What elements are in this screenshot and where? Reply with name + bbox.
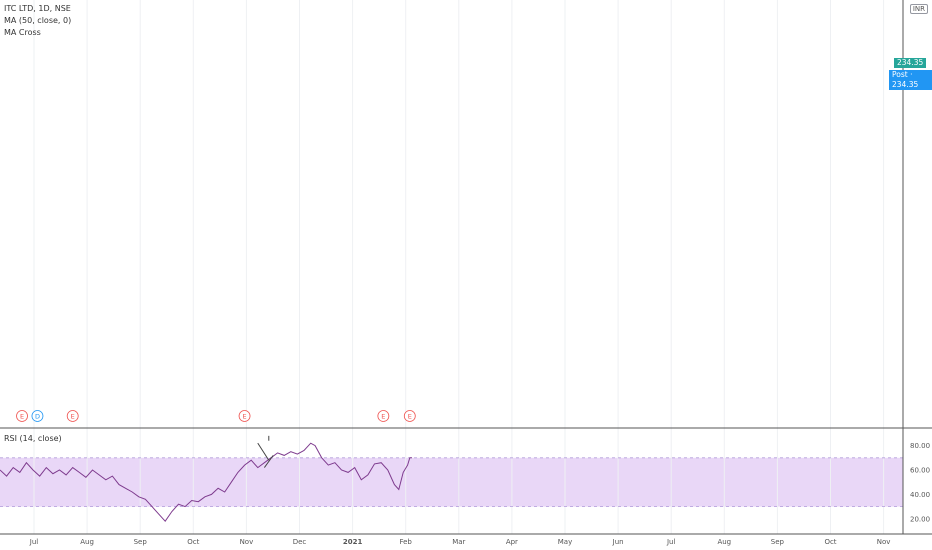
month-tick-label: May (558, 538, 572, 546)
month-tick-label: Jun (612, 538, 624, 546)
month-tick-label: Aug (80, 538, 94, 546)
month-tick-label: Aug (717, 538, 731, 546)
event-marker[interactable] (16, 410, 28, 422)
rsi-tick-label: 20.00 (910, 515, 930, 523)
event-marker-label: E (243, 413, 247, 421)
month-tick-label: Jul (29, 538, 39, 546)
event-marker[interactable] (403, 410, 416, 422)
month-tick-label: Jul (666, 538, 676, 546)
event-marker[interactable] (66, 410, 79, 422)
rsi-tick-label: 60.00 (910, 467, 930, 475)
currency-badge: INR (909, 4, 928, 14)
rsi-band (0, 457, 903, 507)
event-marker[interactable] (238, 410, 251, 422)
month-tick-label: Mar (452, 538, 465, 546)
month-tick-label: 2021 (343, 538, 363, 546)
month-tick-label: Sep (771, 538, 785, 546)
rsi-legend[interactable]: RSI (14, close) (4, 434, 62, 443)
last-price-tag: 234.35 (894, 58, 927, 68)
rsi-annotation-line[interactable] (263, 455, 274, 468)
month-tick-label: Sep (134, 538, 148, 546)
rsi-line (0, 442, 412, 523)
ma-cross-legend[interactable]: MA Cross (4, 28, 41, 37)
event-marker[interactable] (31, 410, 44, 422)
event-marker[interactable] (377, 410, 390, 422)
month-tick-label: Oct (187, 538, 199, 546)
ma50-legend[interactable]: MA (50, close, 0) (4, 16, 72, 25)
rsi-tick-label: 40.00 (910, 491, 930, 499)
post-price-tag: Post · 234.35 (889, 70, 932, 90)
month-tick-label: Oct (824, 538, 836, 546)
event-marker-label: E (20, 413, 24, 421)
event-marker-label: E (71, 413, 75, 421)
month-tick-label: Dec (293, 538, 307, 546)
event-marker-label: E (408, 413, 412, 421)
rsi-tick-label: 80.00 (910, 442, 930, 450)
event-marker-label: E (381, 413, 385, 421)
month-tick-label: Nov (877, 538, 891, 546)
rsi-annotation-line[interactable] (257, 442, 270, 461)
month-tick-label: Apr (506, 538, 518, 546)
month-tick-label: Feb (399, 538, 412, 546)
month-tick-label: Nov (240, 538, 254, 546)
symbol-legend[interactable]: ITC LTD, 1D, NSE (4, 4, 71, 13)
event-marker-label: D (35, 413, 40, 421)
